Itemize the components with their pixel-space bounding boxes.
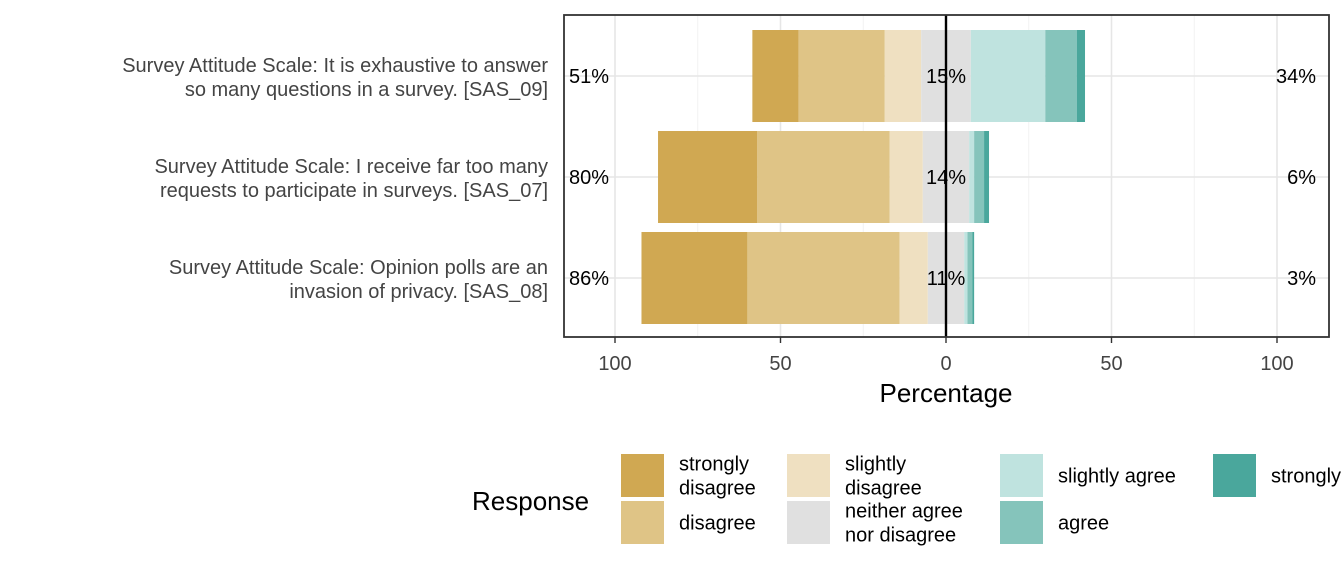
bar-segment bbox=[757, 131, 890, 223]
x-axis-title: Percentage bbox=[880, 378, 1013, 408]
category-label: Survey Attitude Scale: Opinion polls are… bbox=[169, 257, 548, 303]
bar-segment bbox=[969, 131, 975, 223]
x-tick-label: 0 bbox=[940, 353, 951, 375]
x-tick-label: 100 bbox=[598, 353, 631, 375]
legend-key bbox=[1000, 454, 1043, 497]
legend-label: neither agree nor disagree bbox=[845, 501, 963, 547]
legend-key bbox=[787, 501, 830, 544]
x-tick-label: 50 bbox=[1100, 353, 1122, 375]
x-tick-label: 50 bbox=[769, 353, 791, 375]
legend-key bbox=[1213, 454, 1256, 497]
bar-segment bbox=[967, 232, 973, 324]
bar-segment bbox=[970, 30, 1046, 122]
legend-key bbox=[621, 501, 664, 544]
legend-label: disagree bbox=[679, 513, 756, 535]
percentage-labels: 51% 15% 34% 80% 14% 6% 86% 11% 3% bbox=[569, 66, 1316, 290]
legend-label: slightly agree bbox=[1058, 466, 1176, 488]
legend-label: agree bbox=[1058, 513, 1109, 535]
legend-key bbox=[787, 454, 830, 497]
legend: Response strongly disagree disagree slightl… bbox=[472, 454, 1344, 547]
neutral-label: 14% bbox=[926, 167, 966, 189]
legend-key bbox=[1000, 501, 1043, 544]
legend-label: strongly disagree bbox=[679, 454, 756, 500]
category-label: Survey Attitude Scale: It is exhaustive … bbox=[122, 55, 548, 101]
left-total-label: 80% bbox=[569, 167, 609, 189]
bar-segment bbox=[641, 232, 748, 324]
bar-segment bbox=[972, 232, 975, 324]
legend-label: slightly disagree bbox=[845, 454, 922, 500]
bar-segment bbox=[964, 232, 968, 324]
bar-segment bbox=[899, 232, 928, 324]
legend-title: Response bbox=[472, 486, 589, 516]
right-total-label: 3% bbox=[1287, 268, 1316, 290]
bar-segment bbox=[1045, 30, 1077, 122]
x-axis-ticks: 100 50 0 50 100 bbox=[598, 337, 1294, 375]
legend-label: strongly agree bbox=[1271, 466, 1344, 488]
left-total-label: 51% bbox=[569, 66, 609, 88]
bar-segment bbox=[658, 131, 758, 223]
bar-segment bbox=[752, 30, 799, 122]
bar-segment bbox=[984, 131, 990, 223]
bar-segment bbox=[1076, 30, 1086, 122]
bar-segment bbox=[884, 30, 922, 122]
neutral-label: 15% bbox=[926, 66, 966, 88]
category-label: Survey Attitude Scale: I receive far too… bbox=[154, 156, 548, 202]
bar-segment bbox=[889, 131, 923, 223]
bar-segment bbox=[747, 232, 900, 324]
right-total-label: 6% bbox=[1287, 167, 1316, 189]
neutral-label: 11% bbox=[927, 268, 966, 290]
bar-segment bbox=[974, 131, 985, 223]
left-total-label: 86% bbox=[569, 268, 609, 290]
x-tick-label: 100 bbox=[1260, 353, 1293, 375]
category-labels: Survey Attitude Scale: It is exhaustive … bbox=[122, 55, 548, 303]
legend-key bbox=[621, 454, 664, 497]
right-total-label: 34% bbox=[1276, 66, 1316, 88]
bar-segment bbox=[798, 30, 885, 122]
